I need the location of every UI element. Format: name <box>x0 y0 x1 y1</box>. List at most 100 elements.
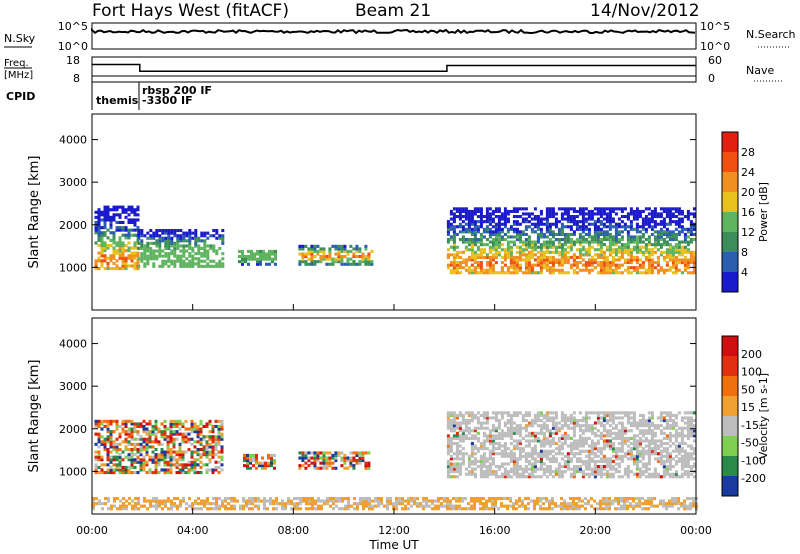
data-cell <box>196 440 200 444</box>
data-cell <box>611 255 615 259</box>
data-cell <box>491 271 495 275</box>
data-cell <box>149 246 153 250</box>
data-cell <box>641 235 645 239</box>
data-cell <box>674 499 677 503</box>
data-cell <box>476 421 480 425</box>
data-cell <box>581 431 585 435</box>
data-cell <box>599 212 603 216</box>
data-cell <box>137 499 140 503</box>
data-cell <box>665 212 669 216</box>
data-cell <box>548 442 552 446</box>
data-cell <box>593 475 597 479</box>
data-cell <box>632 499 635 503</box>
data-cell <box>566 271 570 275</box>
data-cell <box>653 243 657 247</box>
data-cell <box>677 209 681 213</box>
colorbar-tick-label: 28 <box>741 146 755 159</box>
data-cell <box>650 436 654 440</box>
data-cell <box>620 421 624 425</box>
data-cell <box>584 268 588 272</box>
data-cell <box>686 497 689 501</box>
data-cell <box>109 458 113 462</box>
data-cell <box>560 411 564 415</box>
data-cell <box>656 444 660 448</box>
date-title: 14/Nov/2012 <box>590 1 700 21</box>
data-cell <box>569 426 573 430</box>
data-cell <box>470 232 474 236</box>
data-cell <box>455 457 459 461</box>
data-cell <box>608 209 612 213</box>
data-cell <box>509 419 513 423</box>
data-cell <box>206 252 210 256</box>
data-cell <box>611 217 615 221</box>
data-cell <box>500 261 504 265</box>
data-cell <box>692 419 696 423</box>
data-cell <box>533 457 537 461</box>
data-cell <box>352 262 356 266</box>
data-cell <box>560 413 564 417</box>
data-cell <box>479 255 483 259</box>
data-cell <box>205 435 209 439</box>
data-cell <box>452 426 456 430</box>
data-cell <box>155 229 159 233</box>
data-cell <box>452 452 456 456</box>
data-cell <box>560 457 564 461</box>
data-cell <box>674 462 678 466</box>
data-cell <box>482 413 486 417</box>
data-cell <box>428 504 431 508</box>
data-cell <box>215 249 219 253</box>
data-cell <box>599 416 603 420</box>
data-cell <box>482 271 486 275</box>
data-cell <box>518 439 522 443</box>
data-cell <box>130 458 134 462</box>
data-cell <box>617 429 621 433</box>
data-cell <box>587 243 591 247</box>
data-cell <box>611 250 615 254</box>
data-cell <box>527 442 531 446</box>
data-cell <box>446 465 450 469</box>
data-cell <box>524 227 528 231</box>
data-cell <box>677 222 681 226</box>
data-cell <box>620 238 624 242</box>
data-cell <box>548 470 552 474</box>
data-cell <box>233 507 236 511</box>
data-cell <box>106 228 110 232</box>
data-cell <box>599 434 603 438</box>
data-cell <box>313 247 317 251</box>
data-cell <box>656 439 660 443</box>
data-cell <box>476 497 479 501</box>
data-cell <box>166 442 170 446</box>
data-cell <box>169 448 173 452</box>
data-cell <box>575 444 579 448</box>
data-cell <box>197 257 201 261</box>
data-cell <box>211 453 215 457</box>
data-cell <box>635 421 639 425</box>
data-cell <box>461 507 464 511</box>
data-cell <box>467 426 471 430</box>
data-cell <box>638 258 642 262</box>
data-cell <box>299 507 302 511</box>
data-cell <box>140 231 144 235</box>
data-cell <box>267 464 270 468</box>
data-cell <box>647 424 651 428</box>
data-cell <box>367 451 371 455</box>
data-cell <box>326 499 329 503</box>
data-cell <box>680 426 684 430</box>
data-cell <box>683 232 687 236</box>
data-cell <box>152 262 156 266</box>
data-cell <box>572 426 576 430</box>
data-cell <box>557 436 561 440</box>
data-cell <box>170 259 174 263</box>
velocity-y-label: Slant Range [km] <box>27 360 42 473</box>
data-cell <box>196 424 200 428</box>
data-cell <box>133 442 137 446</box>
data-cell <box>518 268 522 272</box>
data-cell <box>154 432 158 436</box>
data-cell <box>193 460 197 464</box>
data-cell <box>371 504 374 508</box>
data-cell <box>617 454 621 458</box>
data-cell <box>479 268 483 272</box>
data-cell <box>668 215 672 219</box>
data-cell <box>518 250 522 254</box>
data-cell <box>130 233 134 237</box>
